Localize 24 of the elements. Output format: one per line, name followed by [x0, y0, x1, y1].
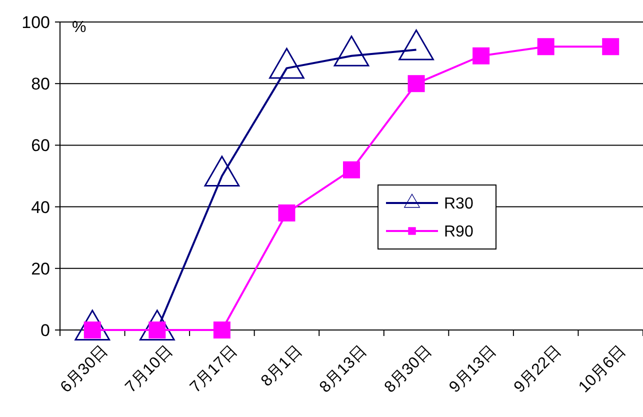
point [537, 38, 554, 56]
x-tick-label: 6月30日 [58, 342, 112, 396]
point [343, 161, 360, 178]
point [472, 47, 490, 64]
point [213, 322, 230, 338]
y-tick-label: 20 [31, 259, 50, 278]
x-tick-label: 8月1日 [258, 342, 306, 390]
x-tick-label: 7月10日 [122, 342, 176, 396]
point [408, 75, 425, 92]
x-tick-label: 9月13日 [446, 342, 500, 396]
y-tick-label: 60 [31, 136, 50, 156]
point [278, 204, 296, 222]
y-tick-label: 40 [31, 198, 50, 217]
x-tick-label: 9月22日 [511, 342, 565, 396]
y-tick-label: 0 [40, 320, 50, 340]
legend-label: R90 [444, 224, 474, 241]
x-tick-label: 7月17日 [187, 342, 241, 396]
x-tick-label: 8月30日 [381, 342, 436, 396]
point [602, 38, 620, 56]
x-tick-label: 10月6日 [576, 342, 630, 396]
legend-label: R30 [444, 196, 474, 213]
x-tick-label: 8月13日 [316, 342, 370, 396]
y-tick-label: 100 [22, 12, 50, 32]
y-tick-label: 80 [31, 74, 50, 94]
